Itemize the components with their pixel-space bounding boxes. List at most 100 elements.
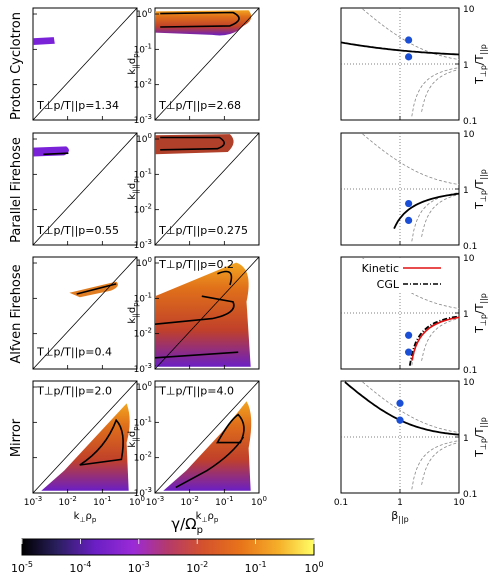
anisotropy-axis-label: T⊥p/T||p: [473, 293, 488, 334]
diagonal-line: [32, 7, 138, 121]
stability-panel-r0: 10 1 0.1 T⊥p/T||p: [340, 5, 488, 127]
y-tick-label: 10-3: [134, 486, 152, 499]
threshold-main: [340, 41, 460, 56]
growth-panel-r0-c0: T⊥p/T||p=1.34: [32, 7, 138, 121]
anisotropy-annotation: T⊥p/T||p=0.2: [158, 258, 234, 271]
threshold-dashed: [362, 8, 460, 60]
panel-frame: [340, 7, 460, 121]
x-tick-label: 10-2: [58, 495, 76, 508]
colorbar-tick-label: 10-4: [69, 560, 91, 575]
growth-contour: [160, 136, 225, 151]
x-tick-label: 10-2: [180, 495, 198, 508]
row-label-alfven-firehose: Alfven Firehose: [9, 264, 24, 363]
y-tick-label: 10-2: [134, 203, 152, 216]
y-tick-label: 0.1: [463, 366, 477, 376]
threshold-dashed: [421, 442, 460, 485]
data-point: [405, 348, 413, 356]
diagonal-line: [154, 380, 260, 494]
colorbar-tick-label: 10-3: [128, 560, 150, 575]
x-tick-label: 0.1: [334, 498, 348, 508]
colorbar-ticks: 10-5 10-4 10-3 10-2 10-1 100: [11, 539, 324, 575]
threshold-dashed: [421, 194, 460, 237]
growth-contour: [175, 413, 245, 489]
y-tick-label: 10-2: [134, 451, 152, 464]
y-tick-label: 10-3: [134, 238, 152, 251]
y-tick-label: 10-2: [134, 327, 152, 340]
row-label-parallel-firehose: Parallel Firehose: [9, 137, 24, 243]
threshold-main: [393, 192, 460, 229]
anisotropy-annotation: T⊥p/T||p=0.275: [158, 224, 248, 237]
row-label-mirror: Mirror: [9, 418, 24, 457]
growth-contour: [154, 270, 239, 359]
growth-panel-r2-c0: T⊥p/T||p=0.4: [32, 256, 138, 370]
anisotropy-axis-label: T⊥p/T||p: [473, 44, 488, 85]
threshold-dashed: [411, 67, 460, 117]
svg-text:γ/Ωp: γ/Ωp: [171, 515, 203, 536]
diagonal-line: [32, 380, 138, 494]
y-tick-label: 10: [463, 130, 475, 140]
growth-contour: [160, 11, 240, 28]
y-tick-label: 100: [136, 380, 152, 393]
x-tick-label: 10: [453, 498, 465, 508]
y-axis-label: k||dp: [127, 426, 140, 448]
data-point: [396, 399, 404, 407]
stability-panel-r1: 10 1 0.1 T⊥p/T||p: [340, 130, 488, 252]
growth-panel-r2-c1: T⊥p/T||p=0.2 10-3 10-2 10-1 100 k||dp: [127, 256, 260, 375]
data-point: [405, 331, 413, 339]
y-tick-label: 10-2: [134, 78, 152, 91]
y-axis-label: k||dp: [127, 53, 140, 75]
threshold-dashed: [421, 318, 460, 361]
y-axis-label: k||dp: [127, 302, 140, 324]
anisotropy-axis-label: T⊥p/T||p: [473, 417, 488, 458]
colorbar-tick-label: 10-1: [245, 560, 267, 575]
growth-region: [41, 403, 130, 491]
y-tick-label: 10-3: [134, 362, 152, 375]
panel-frame: [340, 380, 460, 494]
colorbar-title: γ/Ωp: [171, 515, 203, 536]
y-tick-label: 10: [463, 378, 475, 388]
growth-region: [33, 37, 55, 45]
growth-panel-r1-c1: T⊥p/T||p=0.275 10-3 10-2 10-1 100 k||dp: [127, 132, 260, 251]
x-axis-label: k⊥ρp: [74, 511, 97, 524]
threshold-dashed: [362, 381, 460, 433]
y-tick-label: 100: [136, 7, 152, 20]
beta-axis-label: β||p: [391, 509, 409, 524]
x-tick-label: 10-3: [146, 495, 164, 508]
legend-cgl-label: CGL: [377, 278, 400, 291]
y-tick-label: 1: [463, 186, 469, 196]
growth-panel-r1-c0: T⊥p/T||p=0.55: [32, 132, 138, 246]
diagonal-line: [32, 256, 138, 370]
data-point: [405, 199, 413, 208]
anisotropy-annotation: T⊥p/T||p=2.0: [36, 384, 112, 397]
data-point: [405, 216, 413, 224]
y-axis-label: k||dp: [127, 178, 140, 200]
threshold-dashed: [411, 440, 460, 490]
anisotropy-annotation: T⊥p/T||p=0.55: [36, 224, 119, 237]
colorbar-tick-label: 100: [304, 560, 323, 575]
x-tick-label: 100: [251, 495, 267, 508]
panel-frame: [340, 132, 460, 246]
growth-panel-r0-c1: T⊥p/T||p=2.68 10-3 10-2 10-1 100 k||dp: [127, 7, 260, 126]
y-tick-label: 0.1: [463, 490, 477, 500]
anisotropy-annotation: T⊥p/T||p=4.0: [158, 384, 234, 397]
stability-panel-r3: 10 1 0.1 T⊥p/T||p 0.1 1 10 β||p: [334, 378, 488, 524]
anisotropy-annotation: T⊥p/T||p=1.34: [36, 99, 119, 112]
threshold-dashed: [362, 133, 460, 185]
y-tick-label: 10: [463, 5, 475, 15]
colorbar-gradient: [21, 538, 315, 556]
diagonal-line: [32, 132, 138, 246]
y-tick-label: 10-1: [134, 42, 152, 55]
y-tick-label: 100: [136, 132, 152, 145]
diagonal-line: [154, 256, 260, 370]
growth-contour: [76, 283, 117, 295]
colorbar-tick-label: 10-2: [186, 560, 208, 575]
legend: Kinetic CGL: [343, 259, 457, 293]
y-tick-label: 10: [463, 254, 475, 264]
growth-region: [155, 262, 251, 367]
x-tick-label: 10-1: [215, 495, 233, 508]
y-tick-label: 10-1: [134, 291, 152, 304]
panel-grid: T⊥p/T||p=1.34 T⊥p/T||p=2.6810-310-210-110…: [24, 5, 488, 524]
legend-kinetic-label: Kinetic: [362, 262, 399, 275]
colorbar: 10-5 10-4 10-3 10-2 10-1 100: [11, 538, 324, 575]
